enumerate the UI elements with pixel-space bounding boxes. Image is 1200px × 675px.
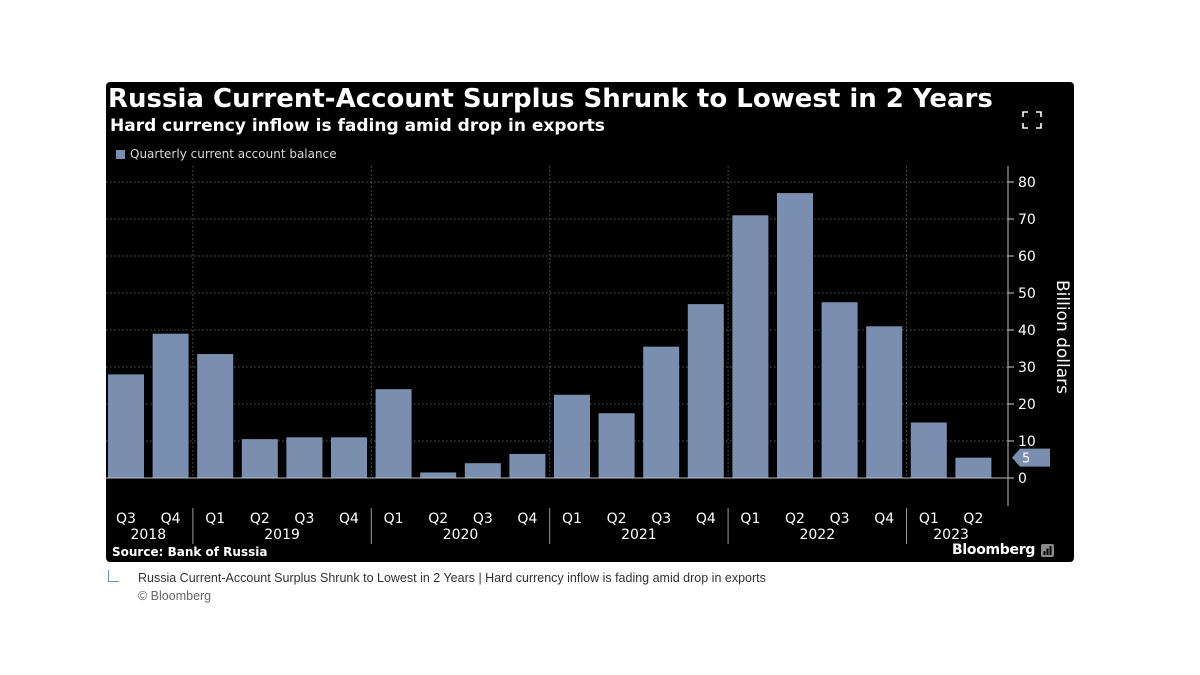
x-tick-label: Q3 <box>116 511 136 527</box>
x-year-label: 2019 <box>264 527 300 543</box>
y-tick-label: 0 <box>1018 471 1027 487</box>
bar <box>732 215 769 479</box>
x-year-label: 2020 <box>443 527 479 543</box>
chart-panel <box>106 82 1074 562</box>
bar <box>509 453 546 478</box>
chart-title: Russia Current-Account Surplus Shrunk to… <box>108 84 993 114</box>
y-tick-label: 80 <box>1018 175 1036 191</box>
bloomberg-chart-icon <box>1041 543 1055 557</box>
x-tick-label: Q1 <box>205 511 225 527</box>
x-year-label: 2022 <box>799 527 835 543</box>
x-tick-label: Q2 <box>428 511 448 527</box>
y-tick-label: 40 <box>1018 323 1036 339</box>
last-value-label: 5 <box>1022 452 1030 467</box>
bar <box>910 422 947 478</box>
axes: 0 10 20 30 40 50 60 70 80 Q3 Q4 Q1 Q2 Q3 Q4 Q1 Q2 Q3 Q4 Q1 Q… <box>106 166 1072 544</box>
x-tick-label: Q2 <box>607 511 627 527</box>
expand-icon[interactable] <box>1022 111 1042 129</box>
x-tick-label: Q4 <box>874 511 894 527</box>
bar <box>375 389 412 478</box>
bar <box>554 394 590 478</box>
y-tick-label: 30 <box>1018 360 1036 376</box>
x-tick-label: Q4 <box>517 511 537 527</box>
copyright-note: © Bloomberg <box>138 589 212 603</box>
x-year-label: 2023 <box>933 527 969 543</box>
x-tick-label: Q1 <box>562 511 582 527</box>
bar <box>821 302 858 478</box>
x-tick-label: Q4 <box>161 511 181 527</box>
bar <box>241 439 278 478</box>
source-note: Source: Bank of Russia <box>112 545 268 559</box>
bar <box>598 413 635 478</box>
x-tick-label: Q3 <box>294 511 314 527</box>
y-tick-label: 70 <box>1018 212 1036 228</box>
y-tick-label: 10 <box>1018 434 1036 450</box>
legend-label: Quarterly current account balance <box>130 147 337 161</box>
x-tick-label: Q2 <box>785 511 805 527</box>
y-axis-title: Billion dollars <box>1052 280 1072 394</box>
last-value-tag <box>1012 448 1050 467</box>
y-tick-label: 50 <box>1018 286 1036 302</box>
legend-swatch <box>116 149 125 159</box>
bar <box>687 304 724 478</box>
bar <box>643 346 680 478</box>
y-tick-label: 20 <box>1018 397 1036 413</box>
x-year-label: 2018 <box>130 527 166 543</box>
brand-name: Bloomberg <box>952 542 1036 558</box>
bar <box>955 457 992 478</box>
x-tick-label: Q4 <box>696 511 716 527</box>
bar <box>866 326 903 478</box>
y-tick-label: 60 <box>1018 249 1036 265</box>
image-caption: Russia Current-Account Surplus Shrunk to… <box>138 571 766 585</box>
x-tick-label: Q1 <box>919 511 939 527</box>
grid-lines <box>106 166 1008 479</box>
chart-subtitle: Hard currency inflow is fading amid drop… <box>110 116 605 136</box>
legend: Quarterly current account balance <box>116 146 337 162</box>
x-tick-label: Q1 <box>384 511 404 527</box>
x-tick-label: Q1 <box>740 511 760 527</box>
brand-logo: Bloomberg <box>952 542 1055 558</box>
bar <box>197 354 234 478</box>
x-tick-label: Q3 <box>651 511 671 527</box>
bar <box>152 333 189 478</box>
bar <box>464 463 501 478</box>
x-tick-label: Q4 <box>339 511 359 527</box>
bar <box>286 437 323 478</box>
bar <box>108 374 144 478</box>
x-tick-label: Q3 <box>473 511 493 527</box>
x-tick-label: Q2 <box>250 511 270 527</box>
bars <box>108 193 992 479</box>
bar <box>777 193 813 478</box>
caption-corner-mark <box>108 570 119 582</box>
x-tick-label: Q3 <box>830 511 850 527</box>
bar <box>331 437 367 478</box>
bar <box>420 472 457 478</box>
x-year-label: 2021 <box>621 527 657 543</box>
x-tick-label: Q2 <box>963 511 983 527</box>
